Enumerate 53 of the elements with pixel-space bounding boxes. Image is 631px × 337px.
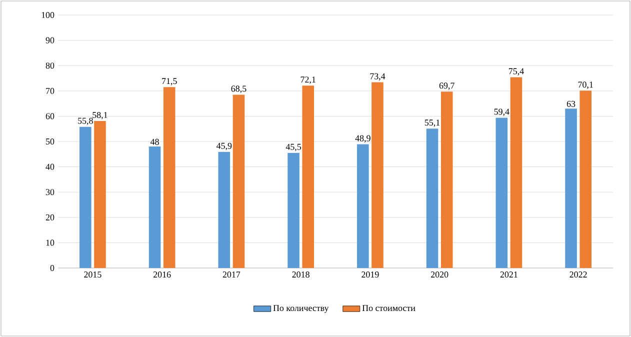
x-tick-label: 2017	[222, 272, 240, 278]
data-label: 75,4	[508, 68, 524, 76]
y-tick-label: 60	[46, 113, 54, 120]
y-tick-label: 80	[46, 62, 54, 69]
y-tick-label: 70	[46, 88, 54, 94]
bar	[440, 92, 453, 268]
bar	[232, 94, 245, 268]
bar	[163, 87, 176, 268]
bar	[510, 77, 522, 268]
data-label: 63	[566, 100, 576, 107]
data-label: 69,7	[439, 82, 454, 90]
data-label: 72,1	[300, 76, 316, 84]
data-label: 45,5	[286, 144, 302, 152]
bar	[565, 108, 577, 268]
data-label: 48,9	[355, 135, 370, 143]
legend-label: По количеству	[273, 305, 329, 313]
bar	[496, 118, 508, 268]
y-tick-label: 20	[46, 214, 54, 220]
data-label: 55,1	[424, 120, 440, 127]
data-label: 68,5	[231, 86, 246, 93]
bar	[426, 128, 438, 268]
bar	[148, 146, 161, 268]
y-tick-label: 10	[46, 240, 54, 246]
legend-label: По стоимости	[362, 305, 416, 312]
bar	[302, 86, 314, 268]
data-label: 45,9	[216, 142, 232, 150]
bar	[580, 90, 592, 268]
data-label: 58,1	[92, 112, 108, 120]
x-tick-label: 2019	[362, 272, 379, 278]
y-tick-label: 40	[46, 164, 54, 170]
x-tick-label: 2016	[153, 272, 171, 278]
data-label: 70,1	[578, 82, 593, 89]
data-label: 48	[150, 138, 159, 145]
y-tick-label: 100	[42, 12, 54, 18]
bar	[80, 126, 92, 268]
bar	[94, 121, 106, 268]
bar	[218, 152, 230, 268]
bar	[357, 144, 369, 268]
y-tick-label: 0	[50, 264, 54, 272]
x-tick-label: 2020	[430, 272, 448, 278]
data-label: 71,5	[162, 78, 177, 86]
bar	[288, 152, 300, 268]
data-label: 73,4	[370, 73, 386, 81]
data-label: 55,8	[78, 118, 93, 126]
x-tick-label: 2021	[500, 272, 518, 278]
y-tick-label: 50	[46, 138, 54, 145]
bar	[372, 82, 384, 268]
y-tick-label: 90	[46, 37, 54, 44]
data-label: 59,4	[494, 108, 510, 116]
x-tick-label: 2015	[84, 272, 102, 278]
x-tick-label: 2018	[292, 272, 310, 278]
y-tick-label: 30	[46, 189, 54, 196]
x-tick-label: 2022	[570, 272, 587, 278]
